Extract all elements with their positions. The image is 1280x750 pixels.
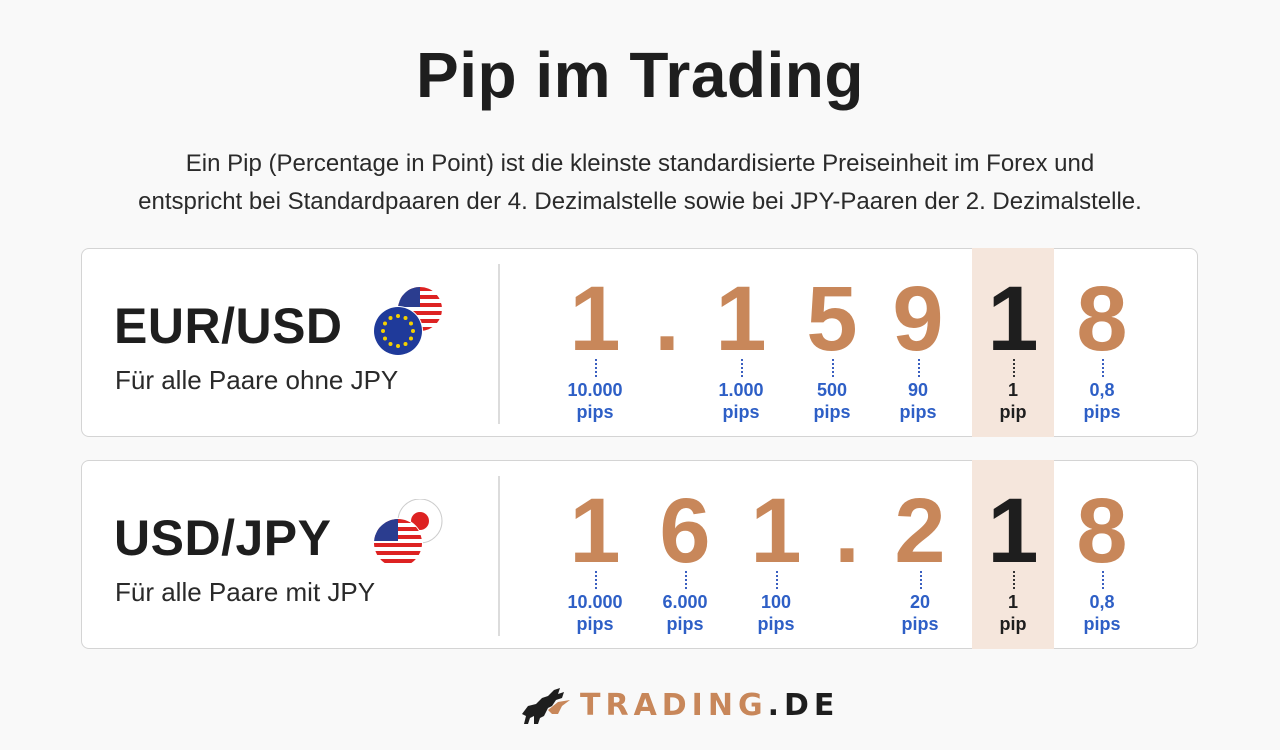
flags-eur-usd	[370, 287, 450, 359]
pair-subtitle: Für alle Paare mit JPY	[115, 577, 376, 607]
price-digit: 8	[1076, 480, 1128, 582]
pip-value-label: 0,8 pips	[1083, 380, 1121, 422]
card-usd-jpy: USD/JPY Für alle Paare mit JPY	[81, 460, 1198, 649]
dotted-connector	[1013, 571, 1015, 589]
pip-highlight	[972, 248, 1054, 437]
dotted-connector	[595, 359, 597, 377]
divider	[498, 264, 500, 424]
trading-de-logo: TRADING.DE	[518, 684, 834, 728]
pip-digit: 1	[987, 268, 1039, 370]
price-digit: 9	[892, 268, 944, 370]
price-digit: 1	[715, 268, 767, 370]
dotted-connector	[1102, 571, 1104, 589]
pip-value-label: 1 pip	[999, 380, 1027, 422]
price-digit: 1	[569, 268, 621, 370]
pip-value-label: 1 pip	[999, 592, 1027, 634]
pip-value-label: 0,8 pips	[1083, 592, 1121, 634]
price-digit: 2	[894, 480, 946, 582]
us-flag-icon	[374, 519, 422, 567]
pip-value-label: 10.000 pips	[567, 380, 623, 422]
decimal-point: .	[834, 480, 860, 582]
dotted-connector	[1013, 359, 1015, 377]
pip-value-label: 6.000 pips	[662, 592, 708, 634]
page-subtitle: Ein Pip (Percentage in Point) ist die kl…	[40, 145, 1240, 221]
dotted-connector	[685, 571, 687, 589]
page-title: Pip im Trading	[416, 39, 864, 111]
pip-value-label: 90 pips	[899, 380, 937, 422]
dotted-connector	[1102, 359, 1104, 377]
logo-text: TRADING.DE	[580, 688, 840, 723]
dotted-connector	[918, 359, 920, 377]
pip-highlight	[972, 460, 1054, 649]
dotted-connector	[920, 571, 922, 589]
pair-name: EUR/USD	[114, 298, 343, 354]
price-digit: 8	[1076, 268, 1128, 370]
pip-value-label: 1.000 pips	[718, 380, 764, 422]
pip-value-label: 10.000 pips	[567, 592, 623, 634]
flags-usd-jpy	[370, 498, 450, 571]
price-digit: 6	[659, 480, 711, 582]
decimal-point: .	[654, 268, 680, 370]
price-digit: 5	[806, 268, 858, 370]
pair-name: USD/JPY	[114, 510, 332, 566]
dotted-connector	[741, 359, 743, 377]
subtitle-line-1: Ein Pip (Percentage in Point) ist die kl…	[185, 150, 1095, 177]
divider	[498, 476, 500, 636]
pip-digit: 1	[987, 480, 1039, 582]
pip-value-label: 100 pips	[757, 592, 795, 634]
bull-icon	[522, 688, 570, 724]
dotted-connector	[595, 571, 597, 589]
price-digit: 1	[750, 480, 802, 582]
pip-value-label: 500 pips	[813, 380, 851, 422]
card-eur-usd: EUR/USD Für alle Paare ohne JPY	[81, 248, 1198, 437]
eu-flag-icon	[374, 307, 422, 355]
dotted-connector	[832, 359, 834, 377]
subtitle-line-2: entspricht bei Standardpaaren der 4. Dez…	[138, 188, 1142, 215]
pair-subtitle: Für alle Paare ohne JPY	[115, 365, 399, 395]
price-digit: 1	[569, 480, 621, 582]
pip-value-label: 20 pips	[901, 592, 939, 634]
dotted-connector	[776, 571, 778, 589]
